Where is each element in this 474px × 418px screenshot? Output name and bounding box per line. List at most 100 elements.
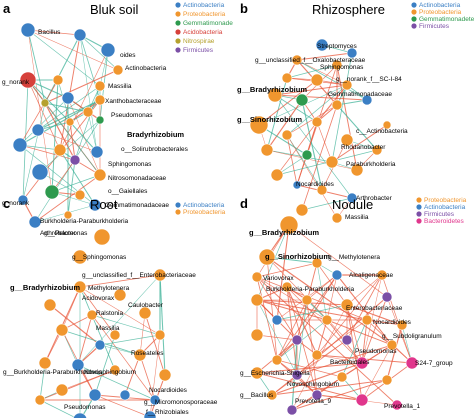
legend-label: Proteobacteria [183,11,226,18]
node-actinobacteria [88,198,102,212]
node-label: g__Escherichia-Shigella [240,370,310,377]
legend-label: Actinobacteria [183,2,225,9]
node-proteobacteria [386,339,398,351]
edge-negative [79,34,119,71]
edge-positive [274,84,348,96]
edge-negative [316,262,328,321]
node-proteobacteria [74,189,86,201]
edge-positive [94,394,151,418]
edge-positive [286,286,318,356]
node-proteobacteria [279,215,299,235]
node-proteobacteria [52,74,64,86]
node-proteobacteria [72,249,88,265]
node-label: g_norank [2,79,30,86]
node-label: Pseudomonas [64,404,106,411]
node-actinobacteria [73,28,87,42]
edge-negative [77,364,156,401]
node-proteobacteria [109,329,121,341]
node-label: Burkholderia-Paraburkholderia [266,286,355,293]
node-proteobacteria [258,248,276,266]
legend-label: Acidobacteria [183,29,223,36]
node-proteobacteria [325,155,339,169]
node-actinobacteria [28,215,42,229]
node-label: o__Solirubrobacterales [121,146,189,153]
node-proteobacteria [281,72,293,84]
node-proteobacteria [53,143,67,157]
node-bacteroidetes [391,399,403,411]
legend-label: Firmicutes [419,23,450,30]
edge-positive [326,319,393,346]
node-actinobacteria [94,339,106,351]
edge-negative [336,104,378,151]
node-label: Burkholderia-Paraburkholderia [40,218,129,225]
node-actinobacteria [31,123,45,137]
legend-label: Gemmatimonade [183,20,233,27]
edge-positive [67,97,101,176]
edge-negative [286,64,338,79]
edge-negative [276,304,348,321]
edge-positive [386,296,413,364]
node-firmicutes [311,389,323,401]
node-proteobacteria [311,257,323,269]
legend-label: Proteobacteria [424,197,467,204]
edge-positive [306,274,338,301]
edge-negative [79,286,116,371]
edge-positive [79,274,161,288]
node-acidobacteria [19,71,37,89]
node-proteobacteria [133,348,147,362]
node-layer [249,38,392,224]
edge-positive [258,79,318,126]
node-actinobacteria [143,410,157,418]
node-proteobacteria [109,364,121,376]
edge-positive [296,59,348,86]
node-label: g__Pelomonas [44,230,88,237]
edge-positive [19,144,76,161]
edge-positive [19,79,59,146]
edge-negative [274,94,353,199]
edge-positive [346,274,383,306]
edge-positive [27,29,119,71]
edge-positive [256,276,298,341]
node-actinobacteria [346,47,358,59]
node-firmicutes [291,369,303,381]
legend-swatch [411,2,417,8]
node-label: Roseateles [131,350,164,357]
edge-positive [256,299,328,321]
edge-negative [91,314,161,336]
edge-positive [361,296,388,364]
node-label: Streptomyces [317,43,357,50]
node-label: Novosphingobium [287,381,339,388]
node-label: S24-7_group [415,360,453,367]
edge-positive [77,314,93,366]
legend-label: Firmicutes [424,211,455,218]
node-proteobacteria [138,306,152,320]
node-actinobacteria [71,358,85,372]
edge-negative [286,84,348,136]
panel-rhizosphere: Streptomyces g__unclassified_f__Oxalobact… [237,1,474,224]
node-proteobacteria [249,115,269,135]
node-proteobacteria [43,298,57,312]
node-actinobacteria [88,388,102,402]
edge-positive [256,262,318,278]
node-label: g__Subdoligranulum [382,333,442,340]
legend-label: Gemmatimonadetes [419,16,474,23]
edge-positive [256,334,298,341]
edge-positive [79,286,116,336]
node-label: Gemmatimonadaceae [328,91,392,98]
edge-positive [266,99,303,151]
edge-positive [386,324,403,381]
node-proteobacteria [154,329,166,341]
node-label: Sphingomonas [320,64,364,71]
node-label: g__norank_f__SC-I-84 [336,76,402,83]
panel-letter: c [3,196,10,211]
node-proteobacteria [266,389,278,401]
edge-positive [291,379,388,411]
node-proteobacteria [250,328,264,342]
node-label: Acidovorax [82,295,115,302]
edge-positive [336,64,358,171]
edge-positive [271,379,388,396]
panel-title: Root [90,197,118,212]
node-label: g__Micromonosporaceae [144,399,218,406]
node-label: Bradyrhizobium [127,130,184,139]
